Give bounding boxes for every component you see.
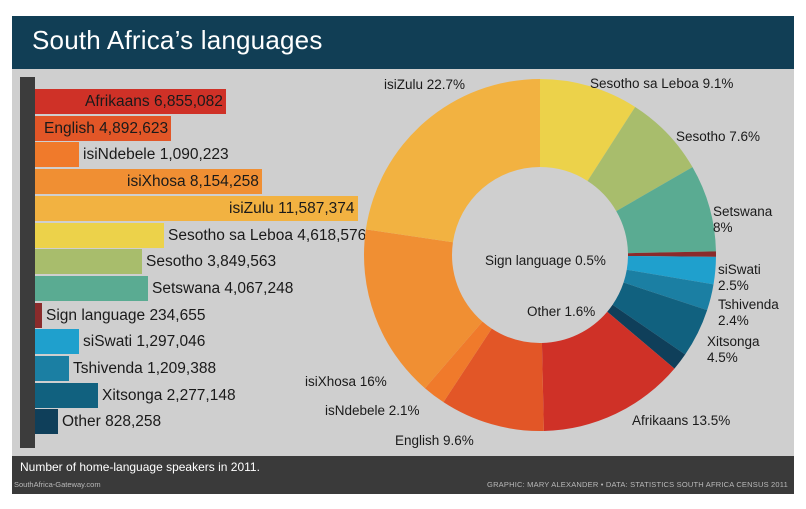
bar-siswati [35,329,79,354]
donut-slice-label: Other 1.6% [527,304,595,319]
bar-category-label: English [44,120,95,137]
bar-category-label: siSwati [83,333,133,350]
donut-slice [540,79,636,181]
donut-slice-label: Afrikaans 13.5% [632,413,730,428]
site-credit: SouthAfrica-Gateway.com [14,480,101,489]
donut-slice [365,78,540,243]
donut-slice-label: Xitsonga 4.5% [707,334,760,365]
infographic-card: South Africa’s languages Afrikaans 6,855… [12,16,794,494]
donut-slice-label: Sign language 0.5% [485,253,606,268]
donut-slice [607,304,686,369]
donut-slice [612,282,708,355]
donut-slice-label: Tshivenda 2.4% [718,297,779,328]
bar-sesotho-sa-leboa [35,223,164,248]
bar-value-label: 4,067,248 [224,280,294,297]
donut-slice-label: isiXhosa 16% [305,374,387,389]
bar-category-label: Other [62,413,101,430]
bar-category-label: Xitsonga [102,387,163,404]
bar-isizulu [35,196,358,221]
donut-slice [424,321,492,403]
bar-category-label: Tshivenda [73,360,143,377]
bar-tshivenda [35,356,69,381]
donut-slice-label: siSwati 2.5% [718,262,761,293]
donut-slice [626,255,716,285]
bar-label: English 4,892,623 [44,116,168,141]
donut-slice [541,311,675,431]
bar-label: Other 828,258 [62,409,161,434]
bar-label: Sesotho sa Leboa 4,618,576 [168,223,366,248]
bar-value-label: 1,297,046 [136,333,206,350]
bar-category-label: Afrikaans [85,93,150,110]
donut-slice-label: Sesotho 7.6% [676,129,760,144]
bar-label: isiZulu 11,587,374 [229,196,355,221]
bar-other [35,409,58,434]
donut-slice [587,106,693,212]
bar-category-label: isiZulu [229,200,274,217]
bar-label: Tshivenda 1,209,388 [73,356,216,381]
source-credit: GRAPHIC: MARY ALEXANDER • DATA: STATISTI… [487,480,788,489]
donut-slice [443,328,544,431]
bar-label: Xitsonga 2,277,148 [102,383,236,408]
chart-caption: Number of home-language speakers in 2011… [20,460,260,474]
donut-slice-label: English 9.6% [395,433,474,448]
bar-label: Setswana 4,067,248 [152,276,293,301]
bar-category-label: Sign language [46,307,146,324]
donut-slice-label: isNdebele 2.1% [325,403,420,418]
bar-chart-axis [20,77,35,448]
bar-setswana [35,276,148,301]
donut-slice [364,229,483,389]
bar-isixhosa [35,169,262,194]
bar-label: Sesotho 3,849,563 [146,249,276,274]
donut-slice [623,269,714,311]
bar-sesotho [35,249,142,274]
bar-category-label: Sesotho [146,253,203,270]
bar-value-label: 4,618,576 [297,227,367,244]
footer: Number of home-language speakers in 2011… [12,456,794,494]
bar-category-label: isiNdebele [83,146,156,163]
bar-label: Afrikaans 6,855,082 [85,89,223,114]
bar-english [35,116,171,141]
bar-xitsonga [35,383,98,408]
donut-slice [627,251,716,257]
header: South Africa’s languages [12,16,794,69]
bar-isindebele [35,142,79,167]
donut-chart: Sesotho sa Leboa 9.1% Sesotho 7.6% Setswan… [305,76,779,448]
donut-slice-label: Setswana 8% [713,204,773,235]
bar-sign-language [35,303,42,328]
bar-label: siSwati 1,297,046 [83,329,205,354]
bar-value-label: 8,154,258 [189,173,259,190]
bar-label: Sign language 234,655 [46,303,205,328]
bar-value-label: 1,090,223 [159,146,229,163]
bar-afrikaans [35,89,226,114]
bar-category-label: isiXhosa [127,173,186,190]
bar-category-label: Sesotho sa Leboa [168,227,293,244]
bar-value-label: 3,849,563 [207,253,277,270]
bar-label: isiNdebele 1,090,223 [83,142,229,167]
bar-label: isiXhosa 8,154,258 [127,169,259,194]
bar-value-label: 11,587,374 [278,200,355,217]
bar-value-label: 6,855,082 [153,93,223,110]
bar-value-label: 4,892,623 [99,120,169,137]
donut-slice-label: isiZulu 22.7% [384,77,465,92]
bar-value-label: 234,655 [149,307,206,324]
page-title: South Africa’s languages [32,25,323,55]
bar-value-label: 1,209,388 [147,360,217,377]
donut-slice-label: Sesotho sa Leboa 9.1% [590,76,733,91]
bar-value-label: 2,277,148 [166,387,236,404]
bar-category-label: Setswana [152,280,221,297]
bar-value-label: 828,258 [105,413,162,430]
donut-slice [616,167,716,254]
